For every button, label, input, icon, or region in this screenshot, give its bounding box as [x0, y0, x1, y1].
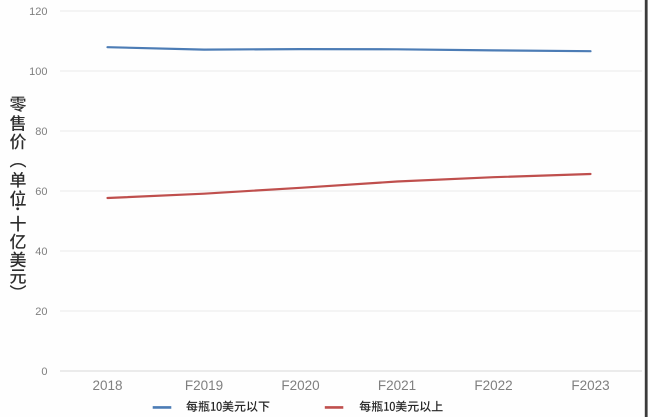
- svg-text:F2019: F2019: [185, 378, 223, 393]
- svg-text:2018: 2018: [92, 378, 122, 393]
- svg-text:F2023: F2023: [571, 378, 609, 393]
- svg-text:40: 40: [35, 246, 47, 258]
- svg-text:20: 20: [35, 306, 47, 318]
- svg-text:F2022: F2022: [474, 378, 512, 393]
- svg-text:F2020: F2020: [281, 378, 319, 393]
- svg-text:60: 60: [35, 186, 47, 198]
- svg-text:120: 120: [29, 6, 47, 18]
- svg-text:F2021: F2021: [378, 378, 416, 393]
- svg-text:100: 100: [29, 66, 47, 78]
- svg-text:80: 80: [35, 126, 47, 138]
- svg-text:0: 0: [41, 366, 47, 378]
